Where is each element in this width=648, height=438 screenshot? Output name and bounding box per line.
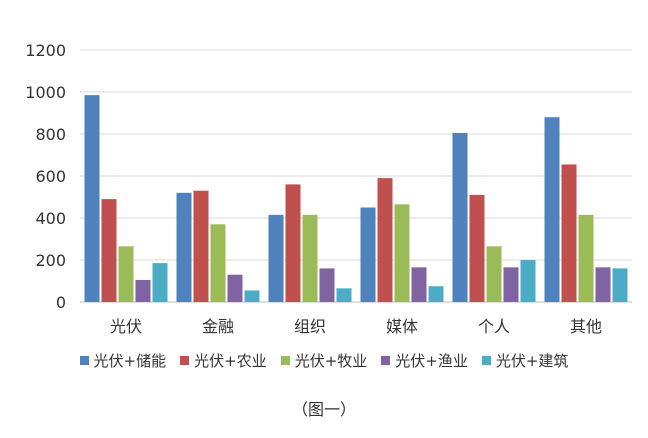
bar [210,224,226,302]
bar [377,178,393,302]
bar [578,214,594,302]
legend-swatch [180,356,190,365]
x-category-label: 个人 [478,317,510,336]
legend-swatch [381,356,391,365]
legend-item: 光伏+建筑 [481,350,569,371]
y-tick-label: 200 [35,251,66,270]
bar [118,246,134,302]
x-category-label: 光伏 [110,317,142,336]
y-tick-label: 1000 [25,83,66,102]
legend-label: 光伏+农业 [194,352,267,370]
legend-swatch [481,356,491,365]
legend-label: 光伏+牧业 [294,352,368,370]
bar [302,214,318,302]
bar [135,279,151,302]
legend-swatch [79,356,89,365]
bar [612,268,628,302]
bar [411,267,427,302]
bar [452,132,468,302]
x-axis-labels: 光伏 金融 组织 媒体 个人 其他 [110,317,602,336]
bar [561,164,577,302]
bar [268,214,284,302]
legend-swatch [280,356,290,365]
bar [176,192,192,302]
legend-label: 光伏+渔业 [395,352,468,370]
x-category-label: 其他 [570,317,602,336]
y-tick-label: 600 [35,167,66,186]
bar [428,286,444,302]
legend: 光伏+储能 光伏+农业 光伏+牧业 光伏+渔业 光伏+建筑 [0,350,648,371]
gridlines [80,49,632,303]
legend-item: 光伏+储能 [79,350,167,371]
bar [84,95,100,303]
bar [244,290,260,302]
bars [84,95,628,303]
legend-item: 光伏+牧业 [280,350,368,371]
y-axis-ticks: 0 200 400 600 800 1000 1200 [25,41,66,312]
figure-caption: （图一） [291,400,356,419]
legend-label: 光伏+建筑 [495,352,569,370]
bar [394,204,410,302]
legend-item: 光伏+渔业 [381,350,468,371]
legend-item: 光伏+农业 [180,350,267,371]
bar [520,260,536,302]
bar [193,190,209,302]
bar [544,117,560,302]
x-category-label: 金融 [202,317,234,336]
x-category-label: 组织 [294,317,326,336]
bar [319,268,335,302]
bar [227,274,243,302]
bar [336,288,352,302]
y-tick-label: 400 [35,209,66,228]
bar [101,199,117,302]
y-tick-label: 0 [56,293,66,312]
bar [285,184,301,302]
bar [469,194,485,302]
legend-label: 光伏+储能 [93,352,167,370]
y-tick-label: 800 [35,125,66,144]
bar [503,267,519,302]
x-category-label: 媒体 [386,317,418,336]
bar [152,263,168,302]
y-tick-label: 1200 [25,41,66,60]
bar [360,207,376,302]
bar [486,246,502,302]
bar [595,267,611,302]
bar-chart: 0 200 400 600 800 1000 1200 光伏 金融 组织 媒体 个人 其他 [25,41,632,336]
